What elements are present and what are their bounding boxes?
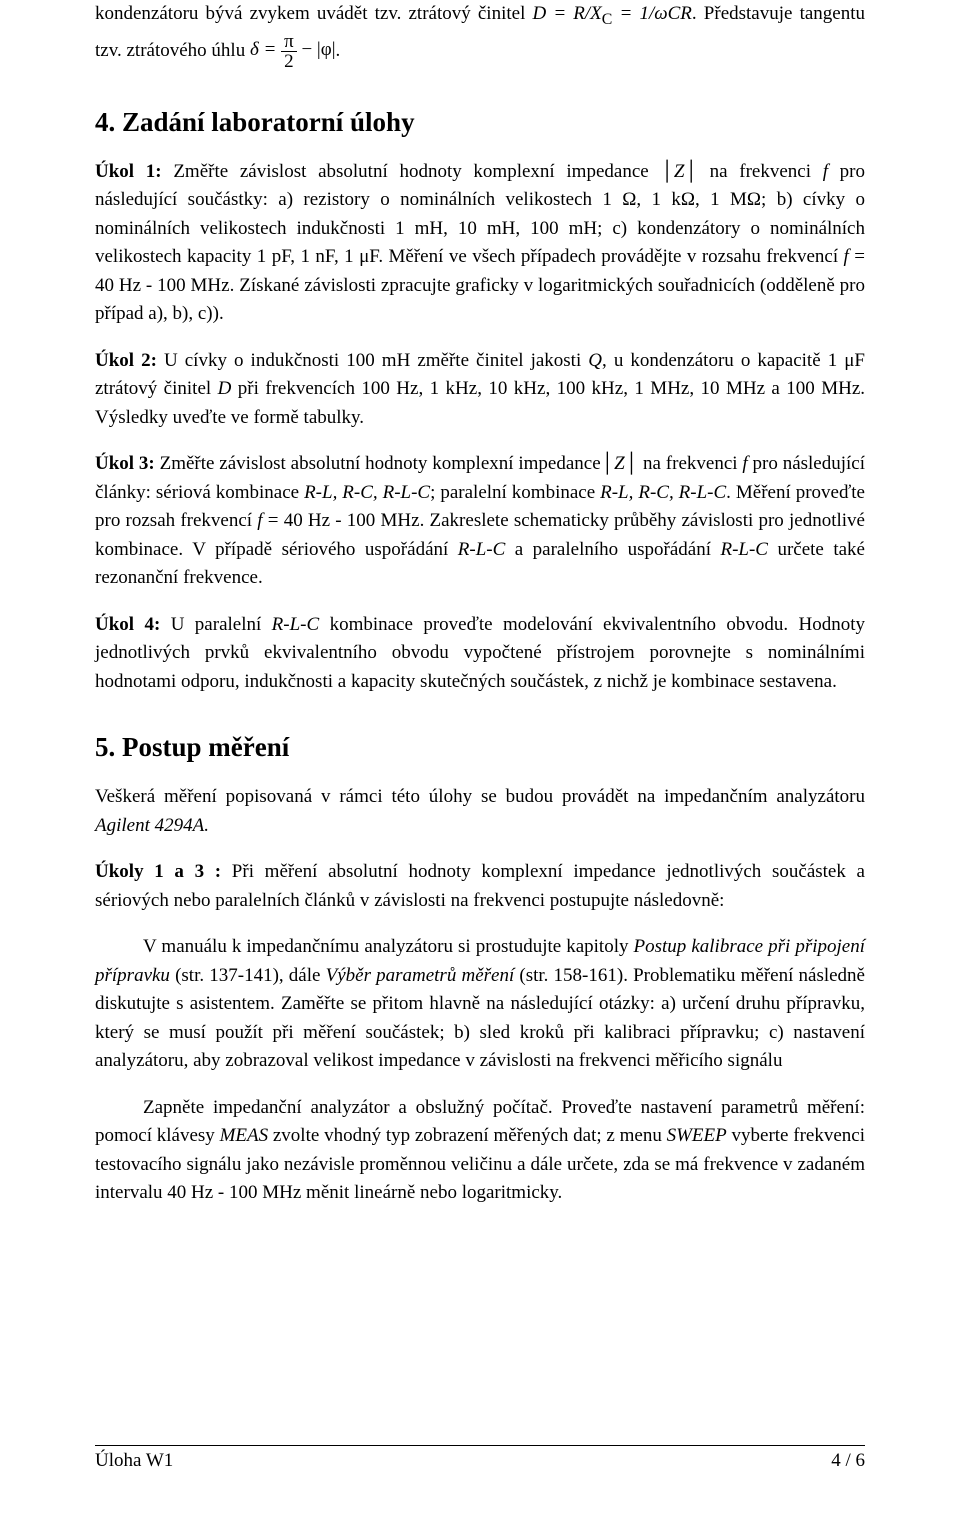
task3-b: Z: [614, 453, 625, 474]
task2-a: U cívky o indukčnosti 100 mH změřte čini…: [157, 350, 588, 371]
s5p3-c: (str. 137-141), dále: [170, 965, 326, 986]
task2-d: D: [218, 378, 232, 399]
s5p1-a: Veškerá měření popisovaná v rámci této ú…: [95, 786, 865, 807]
page: kondenzátoru bývá zvykem uvádět tzv. ztr…: [0, 0, 960, 1537]
task1-b: Z: [674, 161, 685, 182]
task4-a: U paralelní: [160, 614, 271, 635]
task3-f: R-L, R-C, R-L-C: [304, 482, 430, 503]
task3-l: R-L-C: [458, 539, 506, 560]
intro-frac-num: π: [281, 32, 297, 52]
task3-g: ; paralelní kombinace: [430, 482, 600, 503]
task3-n: R-L-C: [720, 539, 768, 560]
s5p1-b: Agilent 4294A.: [95, 815, 209, 836]
page-footer: Úloha W1 4 / 6: [95, 1445, 865, 1472]
s5p4-b: MEAS: [220, 1125, 269, 1146]
s5p4-c: zvolte vhodný typ zobrazení měřených dat…: [268, 1125, 666, 1146]
intro-formula-d: D = R/X: [533, 3, 602, 24]
intro-math: δ = π2 − |φ|: [250, 39, 336, 60]
task1-c: │ na frekvenci: [684, 161, 822, 182]
section5-p1: Veškerá měření popisovaná v rámci této ú…: [95, 783, 865, 840]
task3-paragraph: Úkol 3: Změřte závislost absolutní hodno…: [95, 450, 865, 593]
task2-paragraph: Úkol 2: U cívky o indukčnosti 100 mH změ…: [95, 347, 865, 433]
section5-p4: Zapněte impedanční analyzátor a obslužný…: [95, 1094, 865, 1208]
intro-frac-den: 2: [281, 52, 297, 71]
intro-phi: − |φ|: [297, 39, 336, 60]
task4-label: Úkol 4:: [95, 614, 160, 635]
task4-paragraph: Úkol 4: U paralelní R-L-C kombinace prov…: [95, 611, 865, 697]
task2-b: Q: [588, 350, 602, 371]
s5p4-d: SWEEP: [667, 1125, 727, 1146]
s5p3-a: V manuálu k impedančnímu analyzátoru si …: [143, 936, 634, 957]
task1-a: Změřte závislost absolutní hodnoty kompl…: [162, 161, 674, 182]
intro-fraction: π2: [281, 32, 297, 71]
intro-sub-c: C: [602, 11, 613, 28]
footer-rule: [95, 1445, 865, 1446]
task1-label: Úkol 1:: [95, 161, 162, 182]
task1-paragraph: Úkol 1: Změřte závislost absolutní hodno…: [95, 158, 865, 329]
task4-b: R-L-C: [272, 614, 320, 635]
section5-p2: Úkoly 1 a 3 : Při měření absolutní hodno…: [95, 858, 865, 915]
footer-right: 4 / 6: [831, 1450, 865, 1472]
section5-heading: 5. Postup měření: [95, 732, 865, 763]
footer-left: Úloha W1: [95, 1450, 173, 1472]
task3-h: R-L, R-C, R-L-C: [600, 482, 726, 503]
task2-label: Úkol 2:: [95, 350, 157, 371]
task3-label: Úkol 3:: [95, 453, 155, 474]
task3-c: │ na frekvenci: [625, 453, 743, 474]
footer-row: Úloha W1 4 / 6: [95, 1450, 865, 1472]
intro-text: kondenzátoru bývá zvykem uvádět tzv. ztr…: [95, 3, 533, 24]
s5p2-label: Úkoly 1 a 3 :: [95, 861, 221, 882]
intro-delta: δ =: [250, 39, 281, 60]
task3-a: Změřte závislost absolutní hodnoty kompl…: [155, 453, 614, 474]
intro-formula-rest: = 1/ωCR: [612, 3, 692, 24]
s5p3-d: Výběr parametrů měření: [326, 965, 515, 986]
intro-period: .: [336, 39, 341, 60]
task3-m: a paralelního uspořádání: [505, 539, 720, 560]
section5-p3: V manuálu k impedančnímu analyzátoru si …: [95, 933, 865, 1076]
section4-heading: 4. Zadání laboratorní úlohy: [95, 107, 865, 138]
intro-paragraph: kondenzátoru bývá zvykem uvádět tzv. ztr…: [95, 0, 865, 71]
